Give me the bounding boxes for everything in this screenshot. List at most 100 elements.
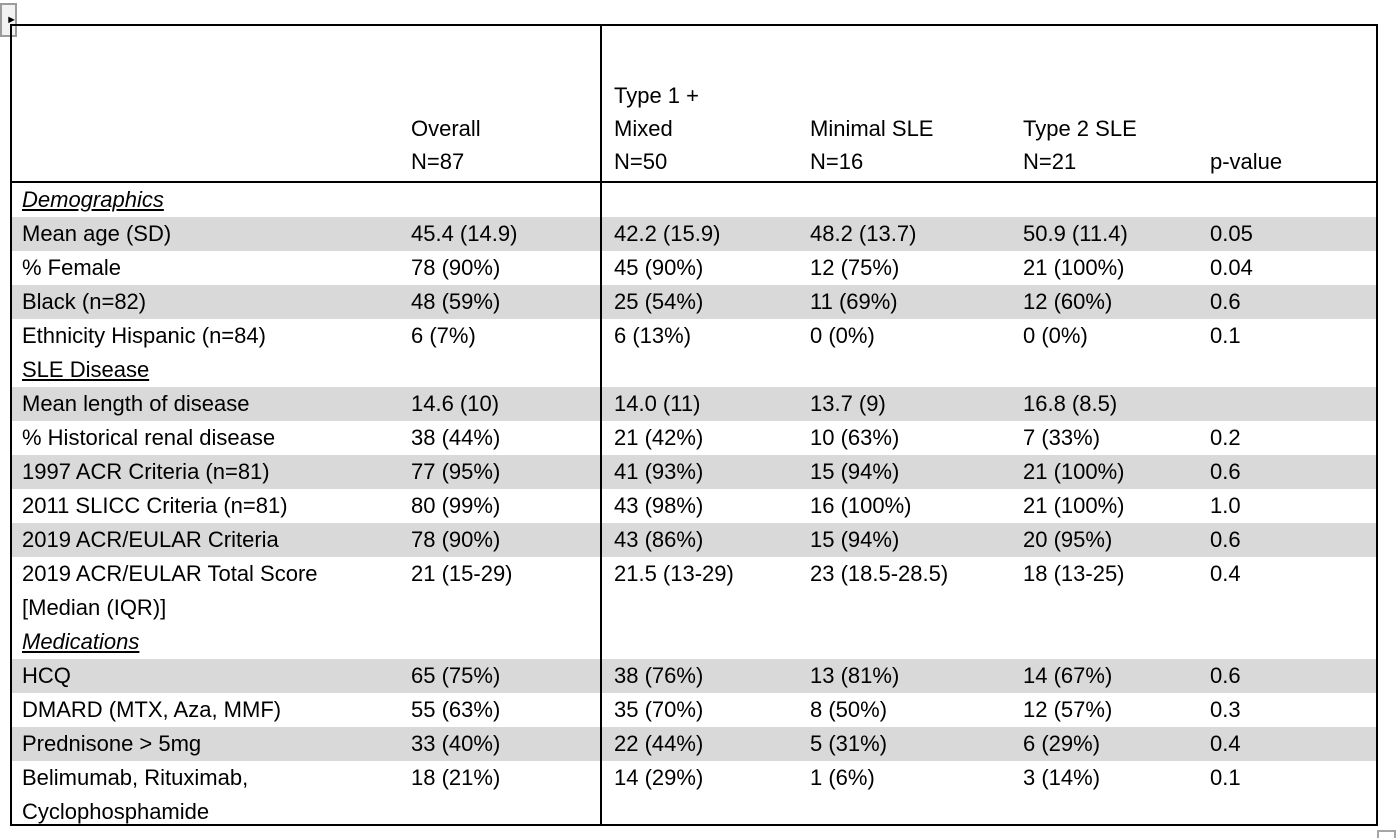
header-line: N=87: [411, 149, 465, 174]
row-value: [411, 353, 614, 387]
row-value: 55 (63%): [411, 697, 501, 722]
table-row: 1997 ACR Criteria (n=81) 77 (95%) 41 (93%)…: [12, 455, 1376, 489]
row-value: 0.6: [1210, 527, 1241, 552]
table-row: HCQ 65 (75%) 38 (76%) 13 (81%) 14 (67%) 0.6: [12, 659, 1376, 693]
header-line: N=16: [810, 149, 864, 174]
table-row: 2019 ACR/EULAR Total Score [Median (IQR)]…: [12, 557, 1376, 625]
row-label: 1997 ACR Criteria (n=81): [22, 459, 270, 484]
row-value: 45 (90%): [614, 255, 704, 280]
row-value: 21 (100%): [1023, 493, 1125, 518]
header-line: Type 2 SLE: [1023, 116, 1137, 141]
header-cell-type1-mixed: Type 1 + Mixed N=50: [614, 26, 810, 181]
row-value: 16.8 (8.5): [1023, 391, 1118, 416]
table-row: Demographics: [12, 183, 1376, 217]
row-value: [1023, 353, 1210, 387]
row-value: [810, 625, 1023, 659]
row-value: 42.2 (15.9): [614, 221, 721, 246]
row-value: 11 (69%): [810, 289, 898, 314]
row-label: Medications: [22, 629, 140, 654]
row-value: 22 (44%): [614, 731, 704, 756]
row-value: 12 (75%): [810, 255, 900, 280]
row-value: 16 (100%): [810, 493, 912, 518]
row-label-line2: Cyclophosphamide: [22, 799, 210, 824]
row-value: 21 (100%): [1023, 255, 1125, 280]
table-row: % Female 78 (90%) 45 (90%) 12 (75%) 21 (100%…: [12, 251, 1376, 285]
table-row: Mean length of disease 14.6 (10) 14.0 (11)…: [12, 387, 1376, 421]
row-value: 15 (94%): [810, 459, 900, 484]
row-value: 48 (59%): [411, 289, 501, 314]
row-value: 7 (33%): [1023, 425, 1101, 450]
row-label: Belimumab, Rituximab, Cyclophosphamide: [22, 761, 411, 824]
row-label: Mean length of disease: [22, 391, 250, 416]
row-label: Prednisone > 5mg: [22, 731, 202, 756]
row-value: 21 (15-29): [411, 561, 513, 586]
row-value: 21 (42%): [614, 425, 704, 450]
header-line: p-value: [1210, 149, 1283, 174]
row-value: 45.4 (14.9): [411, 221, 518, 246]
header-line: N=50: [614, 149, 668, 174]
header-line: Overall: [411, 116, 481, 141]
row-value: 41 (93%): [614, 459, 704, 484]
table-row: SLE Disease: [12, 353, 1376, 387]
row-value: 15 (94%): [810, 527, 900, 552]
row-label: DMARD (MTX, Aza, MMF): [22, 697, 282, 722]
row-label: % Female: [22, 255, 122, 280]
row-value: 0 (0%): [1023, 323, 1088, 348]
header-line: N=21: [1023, 149, 1077, 174]
row-value: [810, 353, 1023, 387]
row-value: 35 (70%): [614, 697, 704, 722]
table-row: 2019 ACR/EULAR Criteria 78 (90%) 43 (86%) 1…: [12, 523, 1376, 557]
row-value: 78 (90%): [411, 527, 501, 552]
row-value: 14 (67%): [1023, 663, 1113, 688]
header-line: Mixed: [614, 116, 673, 141]
row-value: 14.0 (11): [614, 391, 701, 416]
row-value: 12 (60%): [1023, 289, 1113, 314]
row-value: 38 (44%): [411, 425, 501, 450]
row-value: 5 (31%): [810, 731, 888, 756]
row-label: Ethnicity Hispanic (n=84): [22, 323, 266, 348]
resize-handle[interactable]: [1377, 830, 1396, 838]
row-value: [1023, 625, 1210, 659]
row-value: [1210, 625, 1376, 659]
row-value: 77 (95%): [411, 459, 501, 484]
row-value: 0 (0%): [810, 323, 875, 348]
table-row: Medications: [12, 625, 1376, 659]
row-value: [810, 183, 1023, 217]
row-value: 0.04: [1210, 255, 1253, 280]
table-body: Demographics Mean age (SD) 45.4 (14.9) 42.2…: [12, 183, 1376, 824]
table-row: % Historical renal disease 38 (44%) 21 (42…: [12, 421, 1376, 455]
row-value: 20 (95%): [1023, 527, 1113, 552]
row-value: 1.0: [1210, 493, 1241, 518]
row-value: [411, 625, 614, 659]
object-anchor-button[interactable]: ►: [0, 3, 17, 37]
row-value: 0.6: [1210, 663, 1241, 688]
header-cell-pvalue: p-value: [1210, 26, 1376, 181]
row-value: 12 (57%): [1023, 697, 1113, 722]
row-value: 48.2 (13.7): [810, 221, 917, 246]
row-value: 6 (13%): [614, 323, 692, 348]
row-value: 13.7 (9): [810, 391, 886, 416]
table-row: Belimumab, Rituximab, Cyclophosphamide 18 …: [12, 761, 1376, 824]
row-label: Black (n=82): [22, 289, 147, 314]
right-arrow-icon: ►: [6, 13, 17, 26]
row-value: 3 (14%): [1023, 765, 1101, 790]
row-value: 18 (13-25): [1023, 561, 1125, 586]
row-value: 0.6: [1210, 459, 1241, 484]
row-label: Demographics: [22, 187, 164, 212]
row-value: 43 (86%): [614, 527, 704, 552]
table-row: 2011 SLICC Criteria (n=81) 80 (99%) 43 (98…: [12, 489, 1376, 523]
header-line: Type 1 +: [614, 83, 700, 108]
header-line: Minimal SLE: [810, 116, 934, 141]
row-value: 80 (99%): [411, 493, 501, 518]
row-value: 6 (29%): [1023, 731, 1101, 756]
table-row: Prednisone > 5mg 33 (40%) 22 (44%) 5 (31%) 6…: [12, 727, 1376, 761]
row-label: 2011 SLICC Criteria (n=81): [22, 493, 288, 518]
row-label: 2019 ACR/EULAR Total Score [Median (IQR)]: [22, 557, 411, 625]
row-value: [1210, 183, 1376, 217]
row-label: SLE Disease: [22, 357, 150, 382]
row-value: 50.9 (11.4): [1023, 221, 1128, 246]
row-value: 0.1: [1210, 323, 1241, 348]
row-value: [614, 183, 810, 217]
row-value: 25 (54%): [614, 289, 704, 314]
